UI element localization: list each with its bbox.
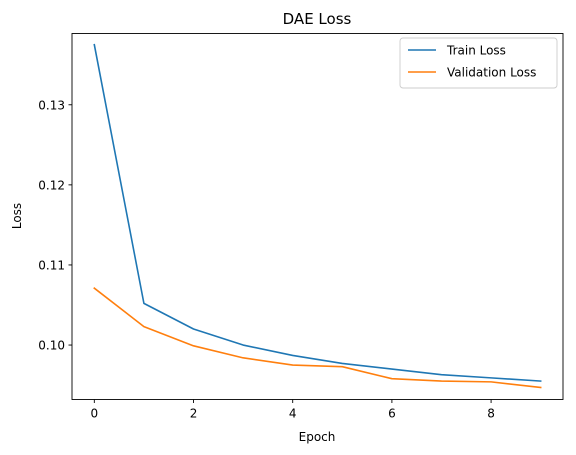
plot-frame xyxy=(71,33,564,400)
legend-box xyxy=(399,37,558,89)
series-line-0 xyxy=(93,43,542,382)
plot-area xyxy=(93,43,542,389)
y-tick-label: 0.10 xyxy=(38,339,65,353)
x-tick-label: 2 xyxy=(190,407,198,421)
x-tick-label: 8 xyxy=(487,407,495,421)
y-tick-label: 0.12 xyxy=(38,178,65,192)
y-axis-label: Loss xyxy=(10,203,24,229)
chart-title: DAE Loss xyxy=(283,10,352,28)
x-axis-label: Epoch xyxy=(299,430,336,444)
x-tick-label: 6 xyxy=(388,407,396,421)
x-tick-label: 4 xyxy=(289,407,297,421)
y-tick-label: 0.13 xyxy=(38,98,65,112)
legend-label-1: Validation Loss xyxy=(447,66,536,80)
axis-ticks: 0 2 4 6 8 0.10 0.11 0.12 0.13 xyxy=(38,98,495,420)
series-line-1 xyxy=(93,287,542,389)
legend: Train Loss Validation Loss xyxy=(399,37,558,89)
legend-label-0: Train Loss xyxy=(446,44,506,58)
x-tick-label: 0 xyxy=(90,407,98,421)
y-tick-label: 0.11 xyxy=(38,258,65,272)
